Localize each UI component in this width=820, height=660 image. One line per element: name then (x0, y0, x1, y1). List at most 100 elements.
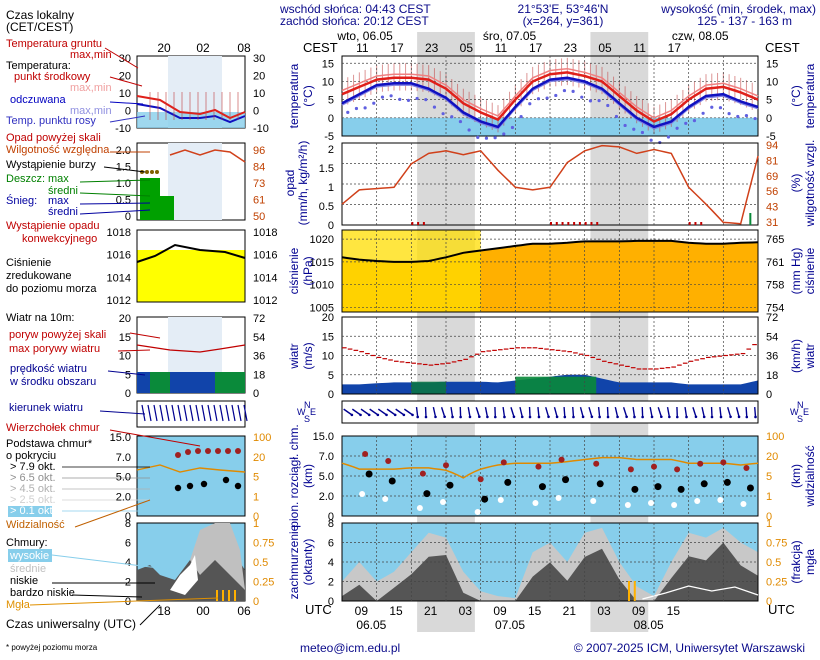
legend-w-axis-l: 15 (119, 332, 131, 344)
dew-point-dot (363, 106, 367, 110)
legend-c-axis-r: 1 (253, 491, 259, 503)
legend-c-axis-l: 0 (125, 511, 131, 523)
legend-storm-dot (150, 170, 154, 174)
legend-speed1: prędkość wiatru (10, 363, 87, 375)
legend-dir-arrow (177, 404, 182, 422)
dew-point-dot (398, 97, 402, 102)
wind-axis-r-tick: 72 (766, 312, 778, 324)
wind-arrow-head (685, 415, 688, 419)
wind-arrow (440, 407, 446, 417)
cloud-base-dot-light (740, 501, 747, 507)
dew-point-dot (675, 126, 679, 130)
humidity-line (341, 144, 759, 225)
fog-bar (628, 581, 630, 601)
legend-dir-arrow (195, 404, 200, 422)
compass-n-left: N (304, 400, 311, 410)
bottom-tick: 09 (355, 604, 369, 618)
wind-arrow-head (537, 415, 541, 419)
day-label: wto, 06.05 (336, 29, 393, 43)
legend-local-ticks: 20 02 08 (157, 41, 251, 55)
wind-arrow-head (486, 415, 489, 419)
legend-utc-ticks: 18 00 06 (157, 604, 251, 618)
hum-axis-tick: 81 (766, 155, 778, 167)
legend-pres-axis-l: 1016 (107, 250, 131, 262)
hum-axis-tick: 56 (766, 186, 778, 198)
pres-axis-r-tick: 758 (766, 280, 784, 292)
dew-point-dot (510, 125, 515, 130)
pressure-line (341, 239, 759, 263)
wind-arrow-head (424, 415, 428, 419)
temp-axis-right-tick: -5 (766, 131, 776, 143)
cloud-base-dot-light (648, 500, 654, 506)
legend-utc-tick: 06 (237, 604, 251, 618)
legend-speed2: w środku obszaru (9, 376, 96, 388)
legend-cloud-top (175, 452, 181, 458)
wind-arrow (537, 406, 540, 418)
compass-e-left: E (310, 407, 316, 417)
legend-vis-line (136, 464, 246, 473)
convective-mark (590, 222, 593, 225)
wind-arrow-head (660, 415, 663, 419)
cover-label: zachmurzenie (287, 524, 301, 599)
hum-axis-tick: 69 (766, 171, 778, 183)
hum-axis-tick: 43 (766, 202, 778, 214)
legend-t-axis-r: 0 (253, 106, 259, 118)
wind-arrow (649, 406, 653, 418)
dew-point-dot (432, 105, 437, 109)
wind-arrow (528, 406, 531, 418)
legend-cloud-marks (136, 448, 246, 492)
legend-w-axis-r: 36 (253, 351, 265, 363)
wind-arrow (657, 407, 662, 417)
dew-point-dot (519, 114, 523, 119)
vis-axis-tick: 5 (766, 471, 772, 483)
dew-point-dot (554, 93, 558, 98)
wind-arrow-head (411, 413, 414, 417)
temp-faded-line (341, 67, 759, 119)
legend-mid-point: punkt środkowy (14, 71, 91, 83)
dew-point-dot (545, 96, 549, 100)
wind-arrow-head (402, 413, 406, 417)
wind-arrow-head (572, 415, 575, 419)
wind-arrow (467, 406, 471, 418)
dew-point-dot (736, 114, 740, 119)
legend-c-axis-r: 5 (253, 472, 259, 484)
legend-pres-axis-r: 1016 (253, 250, 277, 262)
legend-cloud-top (235, 448, 241, 454)
wind-direction-panel (341, 400, 759, 424)
dew-point-dot (354, 106, 359, 111)
cloud-base-dot-light (359, 491, 366, 497)
legend-c-axis-r: 0 (253, 511, 259, 523)
wind-axis-tick: 5 (328, 370, 334, 382)
wind-arrow (614, 406, 619, 418)
fog-label: mgła (803, 549, 817, 575)
wind-arrow-head (443, 415, 446, 419)
prec-axis-tick: 2 (328, 144, 334, 156)
bottom-tick: 21 (424, 604, 438, 618)
cest-label-left: CEST (303, 40, 338, 55)
dew-point-dot (614, 114, 619, 119)
legend-clouds: Chmury: (6, 537, 48, 549)
legend-cloud-top (215, 448, 221, 454)
dew-point-dot (718, 106, 723, 110)
wind-arrow-head (633, 415, 636, 419)
legend-axes: 3020100-103020100-102.01.51.00.509684736… (107, 53, 278, 608)
temp-axis-left-tick: 10 (322, 76, 334, 88)
wind-fill-green (515, 376, 597, 394)
wind-arrow-head (528, 415, 532, 419)
dew-point-dot (649, 138, 653, 142)
legend-cl-axis-r: 1 (253, 518, 259, 530)
cloud-base-dot-light (497, 497, 504, 503)
legend-rain-bar (140, 178, 160, 220)
wind-axis-r-tick: 36 (766, 351, 778, 363)
legend-pres-axis-r: 1014 (253, 272, 277, 284)
footer-email[interactable]: meteo@icm.edu.pl (300, 641, 400, 655)
wind-arrow-head (393, 413, 397, 417)
legend-perceived: odczuwana (10, 94, 67, 106)
wind-arrow (450, 406, 454, 418)
elevation-values: 125 - 137 - 163 m (697, 14, 792, 28)
legend-dir-arrow (225, 404, 230, 422)
legend-dir-arrow (183, 404, 188, 422)
legend-base1: Podstawa chmur* (6, 438, 93, 450)
compass-s-right: S (797, 414, 803, 424)
fog-axis-tick: 0.25 (766, 577, 787, 589)
